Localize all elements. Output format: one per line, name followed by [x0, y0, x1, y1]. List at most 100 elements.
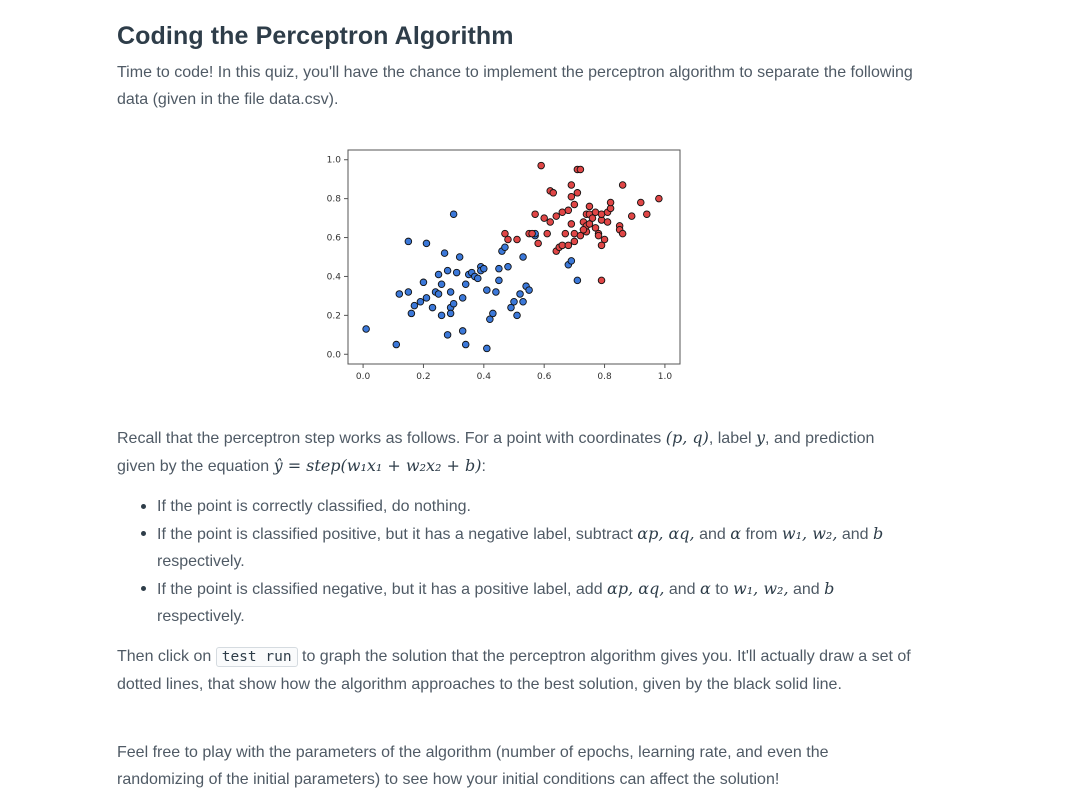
bullet-2-math-3: w₁, w₂,: [781, 524, 838, 543]
blue-point: [446, 309, 455, 318]
red-point: [570, 200, 579, 209]
feel-free-paragraph: Feel free to play with the parameters of…: [117, 744, 829, 788]
red-point: [594, 231, 603, 240]
red-point: [643, 210, 651, 218]
y-tick-label: 0.0: [327, 350, 342, 360]
red-point: [552, 212, 561, 220]
x-tick-label: 0.8: [597, 372, 612, 382]
red-point: [606, 198, 615, 207]
blue-point: [474, 274, 482, 283]
blue-point: [443, 331, 452, 339]
blue-point: [492, 288, 500, 296]
blue-point: [419, 278, 428, 287]
bullet-3-text-e: respectively.: [157, 608, 245, 625]
red-point: [585, 202, 594, 211]
then-text-a: Then click on: [117, 648, 216, 665]
red-point: [585, 220, 594, 228]
recall-text-3: , and prediction given by the equation: [117, 430, 875, 475]
blue-point: [480, 264, 488, 273]
perceptron-step-list: If the point is correctly classified, do…: [117, 493, 907, 630]
scatter-plot-svg: 0.0 0.2 0.4 0.6 0.8 1.0 0.0 0.2 0.4 0.6 0.8 1.0: [327, 149, 681, 382]
red-point: [567, 181, 576, 189]
list-item: If the point is classified negative, but…: [117, 575, 907, 630]
red-point: [637, 198, 645, 207]
list-item: If the point is classified positive, but…: [117, 520, 907, 575]
blue-point: [410, 301, 419, 310]
bullet-2-text-b: and: [694, 526, 731, 543]
bullet-3-text-a: If the point is classified negative, but…: [157, 581, 608, 598]
bullet-3-text-d: and: [788, 581, 825, 598]
red-point: [579, 226, 588, 234]
list-item: If the point is correctly classified, do…: [117, 493, 907, 520]
blue-point: [513, 311, 521, 320]
recall-paragraph: Recall that the perceptron step works as…: [117, 424, 917, 480]
red-point: [540, 214, 548, 222]
red-point: [576, 165, 585, 174]
blue-point: [504, 262, 512, 271]
blue-point: [416, 297, 425, 306]
red-point: [531, 210, 539, 218]
red-point: [564, 206, 573, 215]
blue-point: [489, 309, 497, 318]
bullet-2-math-1: αp, αq,: [637, 524, 695, 543]
blue-point: [519, 297, 527, 306]
blue-point: [422, 239, 431, 248]
prediction-equation: ŷ = step(w₁x₁ + w₂x₂ + b): [273, 456, 482, 475]
y-tick-label: 0.6: [327, 234, 342, 244]
blue-point: [434, 270, 443, 279]
blue-point: [428, 303, 437, 312]
bullet-2-math-4: b: [873, 524, 884, 543]
blue-point: [452, 268, 461, 277]
blue-point: [395, 290, 404, 298]
blue-point: [449, 299, 458, 308]
blue-point: [449, 210, 458, 218]
red-point: [501, 229, 509, 238]
red-point: [576, 231, 585, 240]
blue-point: [567, 257, 576, 265]
blue-point: [510, 297, 518, 306]
blue-point: [404, 288, 413, 296]
bullet-2-text-e: respectively.: [157, 553, 245, 570]
blue-point: [516, 290, 524, 298]
bullet-3-text-b: and: [664, 581, 700, 598]
red-point: [504, 235, 512, 244]
bullet-3-math-1: αp, αq,: [607, 579, 665, 598]
y-tick-label: 0.8: [327, 195, 342, 205]
recall-text-2: , label: [708, 430, 756, 447]
red-point: [537, 161, 545, 170]
x-tick-label: 0.0: [356, 372, 371, 382]
y-tick-label: 0.4: [327, 272, 342, 282]
blue-point: [437, 280, 446, 288]
then-text-b: to graph the solution that the perceptro…: [117, 648, 911, 693]
x-tick-label: 0.4: [477, 372, 492, 382]
blue-point: [404, 237, 413, 246]
then-paragraph: Then click on test run to graph the solu…: [117, 643, 917, 698]
plot-frame: [347, 149, 681, 365]
blue-point: [573, 276, 582, 285]
scatter-chart: 0.0 0.2 0.4 0.6 0.8 1.0 0.0 0.2 0.4 0.6 0.8 1.0: [300, 140, 700, 390]
blue-point: [495, 276, 503, 285]
intro-paragraph: Time to code! In this quiz, you'll have …: [117, 64, 913, 108]
blue-point: [483, 286, 491, 294]
blue-point: [434, 290, 443, 298]
blue-point: [495, 264, 503, 273]
y-tick-label: 1.0: [327, 156, 342, 166]
red-point: [570, 237, 579, 246]
red-point: [600, 235, 609, 244]
blue-point: [461, 280, 470, 288]
bullet-1-text: If the point is correctly classified, do…: [157, 498, 471, 515]
bullet-3-math-3: w₁, w₂,: [733, 579, 789, 598]
blue-point: [507, 303, 515, 312]
red-point: [573, 189, 582, 197]
bullet-3-text-c: to: [710, 581, 734, 598]
red-point: [567, 220, 576, 228]
recall-text-4: :: [481, 458, 486, 475]
red-point: [627, 212, 636, 220]
red-point: [564, 241, 573, 250]
blue-point: [519, 253, 527, 261]
x-tick-label: 0.2: [416, 372, 430, 382]
y-tick-label: 0.2: [327, 311, 341, 321]
red-point: [588, 214, 597, 222]
blue-point: [443, 266, 452, 275]
blue-point: [525, 286, 533, 294]
